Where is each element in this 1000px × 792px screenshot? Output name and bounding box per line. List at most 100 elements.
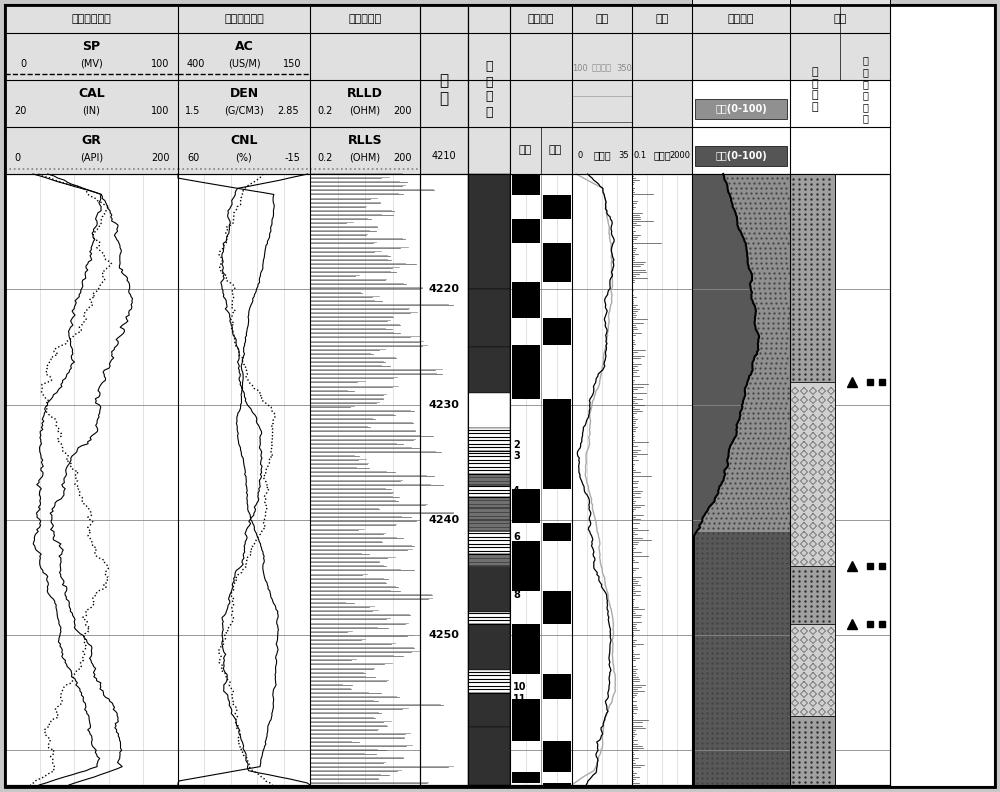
Bar <box>543 782 571 785</box>
Text: 200: 200 <box>393 105 411 116</box>
Text: 岩性判别: 岩性判别 <box>528 14 554 24</box>
Bar <box>512 306 540 318</box>
Bar <box>543 464 571 480</box>
Bar <box>512 374 540 379</box>
Bar <box>420 174 468 785</box>
Text: CNL: CNL <box>230 134 258 147</box>
Bar <box>468 174 510 289</box>
Text: GR: GR <box>82 134 101 147</box>
Bar <box>468 612 510 623</box>
Bar <box>543 524 571 541</box>
Text: 岩
芯
定
名: 岩 芯 定 名 <box>812 67 818 112</box>
Text: (IN): (IN) <box>83 105 100 116</box>
Text: 100: 100 <box>572 63 588 73</box>
Bar <box>692 5 790 33</box>
Bar <box>510 5 572 33</box>
Bar <box>178 127 310 174</box>
Text: 井
震
联
系
对
比: 井 震 联 系 对 比 <box>862 55 868 124</box>
Text: (US/M): (US/M) <box>228 59 260 69</box>
Text: 砂岩(0-100): 砂岩(0-100) <box>715 104 767 114</box>
Text: 100: 100 <box>151 59 169 69</box>
Bar <box>543 674 571 699</box>
Text: 0: 0 <box>577 150 583 160</box>
Text: 0.2: 0.2 <box>317 153 333 162</box>
Text: (%): (%) <box>236 153 252 162</box>
Text: 200: 200 <box>151 153 169 162</box>
Text: 4210: 4210 <box>432 151 456 161</box>
Bar <box>310 80 420 127</box>
Text: 砂泥剖面: 砂泥剖面 <box>728 14 754 24</box>
Bar <box>543 243 571 254</box>
Text: 2.85: 2.85 <box>277 105 299 116</box>
Bar <box>310 127 420 174</box>
Bar <box>468 693 510 727</box>
Text: 声波时差: 声波时差 <box>592 63 612 73</box>
Bar <box>572 5 632 33</box>
Bar <box>790 382 835 566</box>
Bar <box>468 623 510 670</box>
Text: 1: 1 <box>513 383 520 392</box>
Text: 6
7: 6 7 <box>513 532 520 554</box>
Bar <box>5 5 178 33</box>
Bar <box>790 0 890 80</box>
Text: SP: SP <box>82 40 101 52</box>
Bar <box>468 727 510 785</box>
Bar <box>543 254 571 283</box>
Text: (MV): (MV) <box>80 59 103 69</box>
Bar <box>468 428 510 451</box>
Bar <box>512 388 540 399</box>
Text: -15: -15 <box>284 153 300 162</box>
Text: 泥质指示曲线: 泥质指示曲线 <box>72 14 111 24</box>
Text: 0: 0 <box>20 59 26 69</box>
Bar <box>790 623 835 716</box>
Bar <box>632 33 692 174</box>
Text: 解
释
结
论: 解 释 结 论 <box>485 60 493 119</box>
Bar <box>790 174 835 382</box>
Bar <box>543 399 571 424</box>
Text: 0: 0 <box>14 153 20 162</box>
Bar <box>512 581 540 591</box>
Bar <box>543 195 571 219</box>
Text: (OHM): (OHM) <box>349 153 381 162</box>
Bar <box>512 219 540 243</box>
Text: DEN: DEN <box>229 86 259 100</box>
Bar <box>543 741 571 761</box>
Bar <box>790 716 835 785</box>
Bar <box>468 670 510 693</box>
Bar <box>420 5 468 174</box>
Text: RLLD: RLLD <box>347 86 383 100</box>
Bar <box>543 591 571 606</box>
Text: 岩性: 岩性 <box>833 14 847 24</box>
Bar <box>5 80 178 127</box>
Bar <box>692 0 790 80</box>
Bar <box>468 5 510 33</box>
Bar <box>512 345 540 374</box>
Bar <box>543 761 571 771</box>
Bar <box>512 713 540 741</box>
Text: 0.2: 0.2 <box>317 105 333 116</box>
Text: 8: 8 <box>513 590 520 600</box>
Bar <box>468 554 510 566</box>
Bar <box>512 699 540 713</box>
Text: 电阻率曲线: 电阻率曲线 <box>348 14 382 24</box>
Bar <box>512 632 540 660</box>
Text: 砂岩: 砂岩 <box>548 146 562 155</box>
Bar <box>468 289 510 347</box>
Bar <box>178 5 310 33</box>
Bar <box>468 566 510 612</box>
Text: 4250: 4250 <box>429 630 459 640</box>
Bar <box>512 489 540 516</box>
Bar <box>310 33 420 80</box>
Bar <box>5 127 178 174</box>
Bar <box>512 541 540 558</box>
Text: AC: AC <box>235 40 253 52</box>
Text: 4230: 4230 <box>429 400 459 409</box>
Bar <box>512 623 540 632</box>
Bar <box>512 771 540 782</box>
Bar <box>510 33 572 174</box>
Bar <box>5 33 178 80</box>
Text: 100: 100 <box>151 105 169 116</box>
Bar <box>512 558 540 581</box>
Text: 孔隙度: 孔隙度 <box>593 150 611 160</box>
Bar <box>468 497 510 508</box>
